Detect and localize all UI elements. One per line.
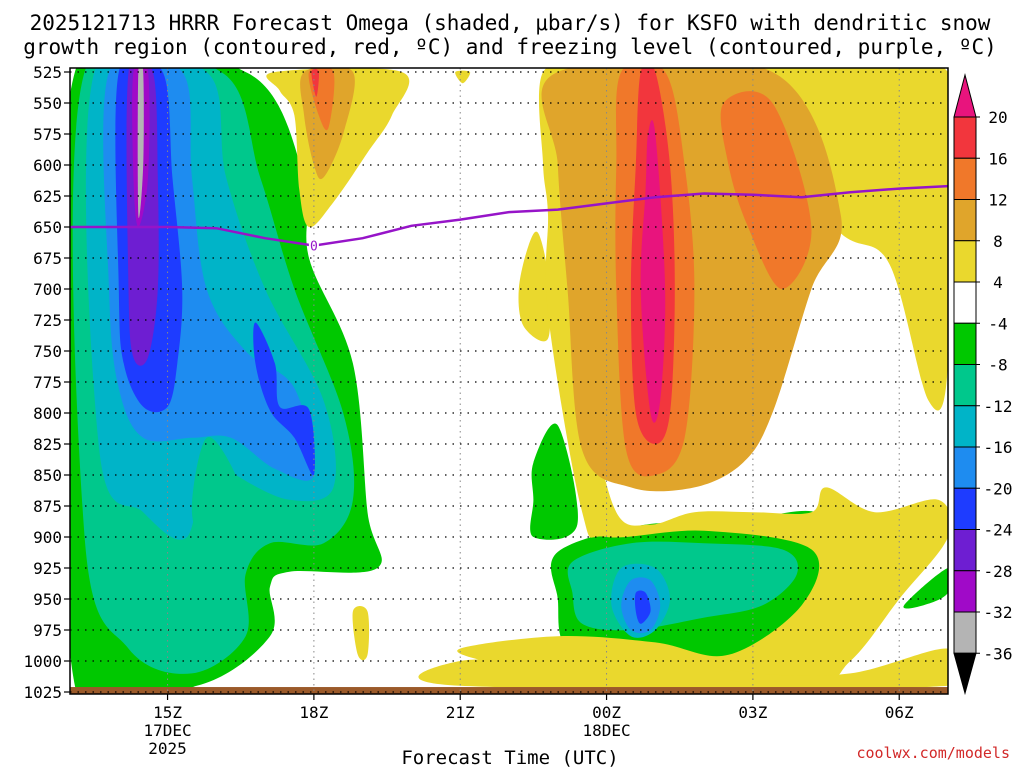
terrain-strip [70, 687, 948, 694]
chart-title-line-2: growth region (contoured, red, ºC) and f… [23, 35, 997, 59]
colorbar-bin [953, 529, 977, 572]
x-tick-label: 03Z [738, 703, 767, 722]
y-tick-label: 925 [33, 559, 62, 578]
y-tick-label: 725 [33, 311, 62, 330]
chart-title-line-1: 2025121713 HRRR Forecast Omega (shaded, … [30, 11, 991, 35]
plot-area: 0 [69, 67, 949, 695]
credit-link[interactable]: coolwx.com/models [856, 744, 1010, 762]
freezing-label-bg [308, 237, 319, 252]
y-tick-label: 700 [33, 280, 62, 299]
x-tick-date: 18DEC [582, 721, 630, 740]
terrain [70, 687, 948, 694]
colorbar-bin [953, 240, 977, 283]
y-tick-label: 550 [33, 94, 62, 113]
y-tick-label: 750 [33, 342, 62, 361]
colorbar-bin [953, 116, 977, 159]
y-tick-label: 575 [33, 125, 62, 144]
colorbar-label: 16 [988, 149, 1007, 168]
colorbar-bin [953, 281, 977, 324]
x-tick-label: 18Z [299, 703, 328, 722]
y-tick-label: 600 [33, 156, 62, 175]
colorbar-bin [953, 405, 977, 448]
omega-region-pos-main-14b [720, 91, 812, 290]
colorbar-label: -4 [988, 314, 1007, 333]
omega-region-neg-lower-34 [137, 68, 144, 218]
colorbar-bin [953, 157, 977, 200]
freezing-level: 0 [70, 184, 948, 255]
colorbar-bin [953, 446, 977, 489]
colorbar-label: -28 [984, 562, 1013, 581]
omega-region-pos-small-6 [455, 70, 471, 84]
colorbar-label: 12 [988, 191, 1007, 210]
colorbar-label: -24 [984, 521, 1013, 540]
colorbar-label: -8 [988, 356, 1007, 375]
colorbar: 20 16 12 8 4 -4 -8 -12 -16 -20 -24 -28 -32 -36 [953, 73, 1013, 696]
y-tick-label: 1000 [23, 652, 62, 671]
y-tick-label: 825 [33, 435, 62, 454]
y-tick-label: 625 [33, 187, 62, 206]
omega-region-neg-lower-22b [253, 322, 315, 476]
y-tick-label: 650 [33, 218, 62, 237]
colorbar-label: 20 [988, 108, 1007, 127]
y-tick-label: 1025 [23, 683, 62, 702]
colorbar-bin [953, 322, 977, 365]
x-tick-label: 00Z [592, 703, 621, 722]
y-tick-label: 900 [33, 528, 62, 547]
x-axis-label: Forecast Time (UTC) [401, 747, 618, 768]
colorbar-bin [953, 570, 977, 613]
omega-region-pos-mid-6 [518, 231, 551, 342]
omega-region-neg-right-22 [634, 590, 651, 624]
x-tick-year: 2025 [148, 739, 187, 758]
y-tick-label: 850 [33, 466, 62, 485]
colorbar-bin [953, 487, 977, 530]
colorbar-label: -20 [984, 479, 1013, 498]
y-tick-label: 800 [33, 404, 62, 423]
x-tick-date: 17DEC [143, 721, 191, 740]
colorbar-bin [953, 199, 977, 242]
omega-region-neg-lower-green2 [191, 436, 243, 550]
colorbar-bin [953, 611, 977, 654]
freezing-level-line [70, 184, 948, 247]
y-tick-label: 975 [33, 621, 62, 640]
x-tick-label: 15Z [153, 703, 182, 722]
omega-region-pos-right-block-6 [690, 68, 948, 411]
x-tick-label: 06Z [885, 703, 914, 722]
y-tick-label: 525 [33, 63, 62, 82]
colorbar-label: 8 [993, 232, 1003, 251]
colorbar-label: -36 [984, 644, 1013, 663]
x-tick-label: 21Z [446, 703, 475, 722]
freezing-level-label: 0 [310, 240, 318, 255]
y-tick-label: 675 [33, 249, 62, 268]
omega-region-pos-bottom-strip [418, 648, 948, 690]
omega-region-pos-main-6 [457, 68, 948, 689]
y-tick-label: 950 [33, 590, 62, 609]
colorbar-label: -32 [984, 603, 1013, 622]
omega-region-pos-small-bottom [352, 606, 370, 661]
colorbar-label: 4 [993, 273, 1003, 292]
y-tick-label: 875 [33, 497, 62, 516]
colorbar-below-triangle [953, 652, 977, 696]
colorbar-label: -12 [984, 397, 1013, 416]
y-axis: 525 550 575 600 625 650 675 700 725 750 775 800 825 8… [23, 63, 70, 702]
colorbar-label: -16 [984, 438, 1013, 457]
omega-region-neg-midgreen [530, 423, 578, 540]
omega-region-neg-far-right [903, 568, 948, 609]
plot-frame [69, 67, 949, 695]
y-tick-label: 775 [33, 373, 62, 392]
omega-region-pos-top-left-18 [311, 68, 319, 97]
colorbar-bin [953, 364, 977, 407]
